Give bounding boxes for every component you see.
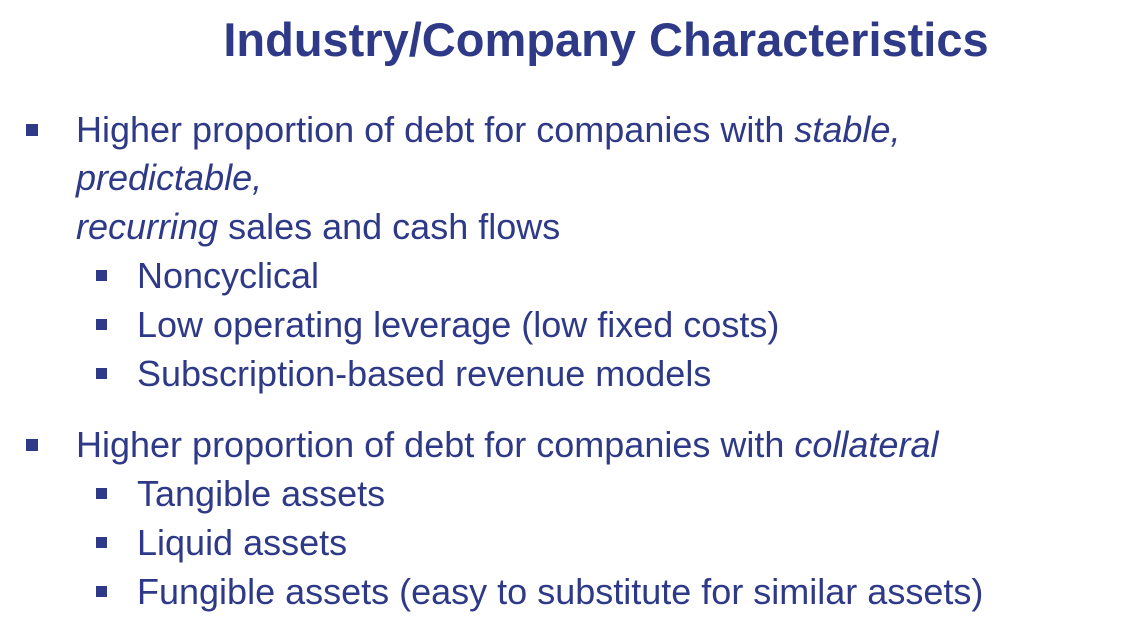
slide-title: Industry/Company Characteristics — [223, 13, 989, 66]
sub-bullet-item: Fungible assets (easy to substitute for … — [137, 571, 984, 612]
bullet-point-2-line-1: Higher proportion of debt for companies … — [76, 423, 938, 467]
sub-bullet-item: Low operating leverage (low fixed costs) — [137, 304, 780, 345]
bullet-point-1-emphasis-stable: stable, — [794, 109, 901, 150]
bullet-point-2-text: Higher proportion of debt for companies … — [76, 424, 795, 465]
square-bullet-icon — [96, 368, 107, 379]
bullet-point-1-text: Higher proportion of debt for companies … — [76, 109, 795, 150]
bullet-point-1-emphasis-recurring: recurring — [76, 206, 219, 247]
square-bullet-icon — [96, 319, 107, 330]
bullet-point-1-line-1: Higher proportion of debt for companies … — [76, 108, 900, 152]
square-bullet-icon — [26, 439, 38, 451]
sub-bullet-item: Liquid assets — [137, 522, 348, 563]
square-bullet-icon — [96, 488, 107, 499]
sub-bullet-item: Tangible assets — [137, 473, 386, 514]
sub-bullet-item: Noncyclical — [137, 255, 320, 296]
bullet-point-1-text-end: sales and cash flows — [218, 206, 561, 247]
square-bullet-icon — [96, 537, 107, 548]
square-bullet-icon — [26, 124, 38, 136]
square-bullet-icon — [96, 586, 107, 597]
bullet-point-1-line-2: predictable, — [76, 157, 263, 198]
bullet-point-1-line-3: recurring sales and cash flows — [76, 205, 560, 249]
sub-bullet-item: Subscription-based revenue models — [137, 353, 712, 394]
bullet-point-2-emphasis-collateral: collateral — [794, 424, 939, 465]
square-bullet-icon — [96, 270, 107, 281]
